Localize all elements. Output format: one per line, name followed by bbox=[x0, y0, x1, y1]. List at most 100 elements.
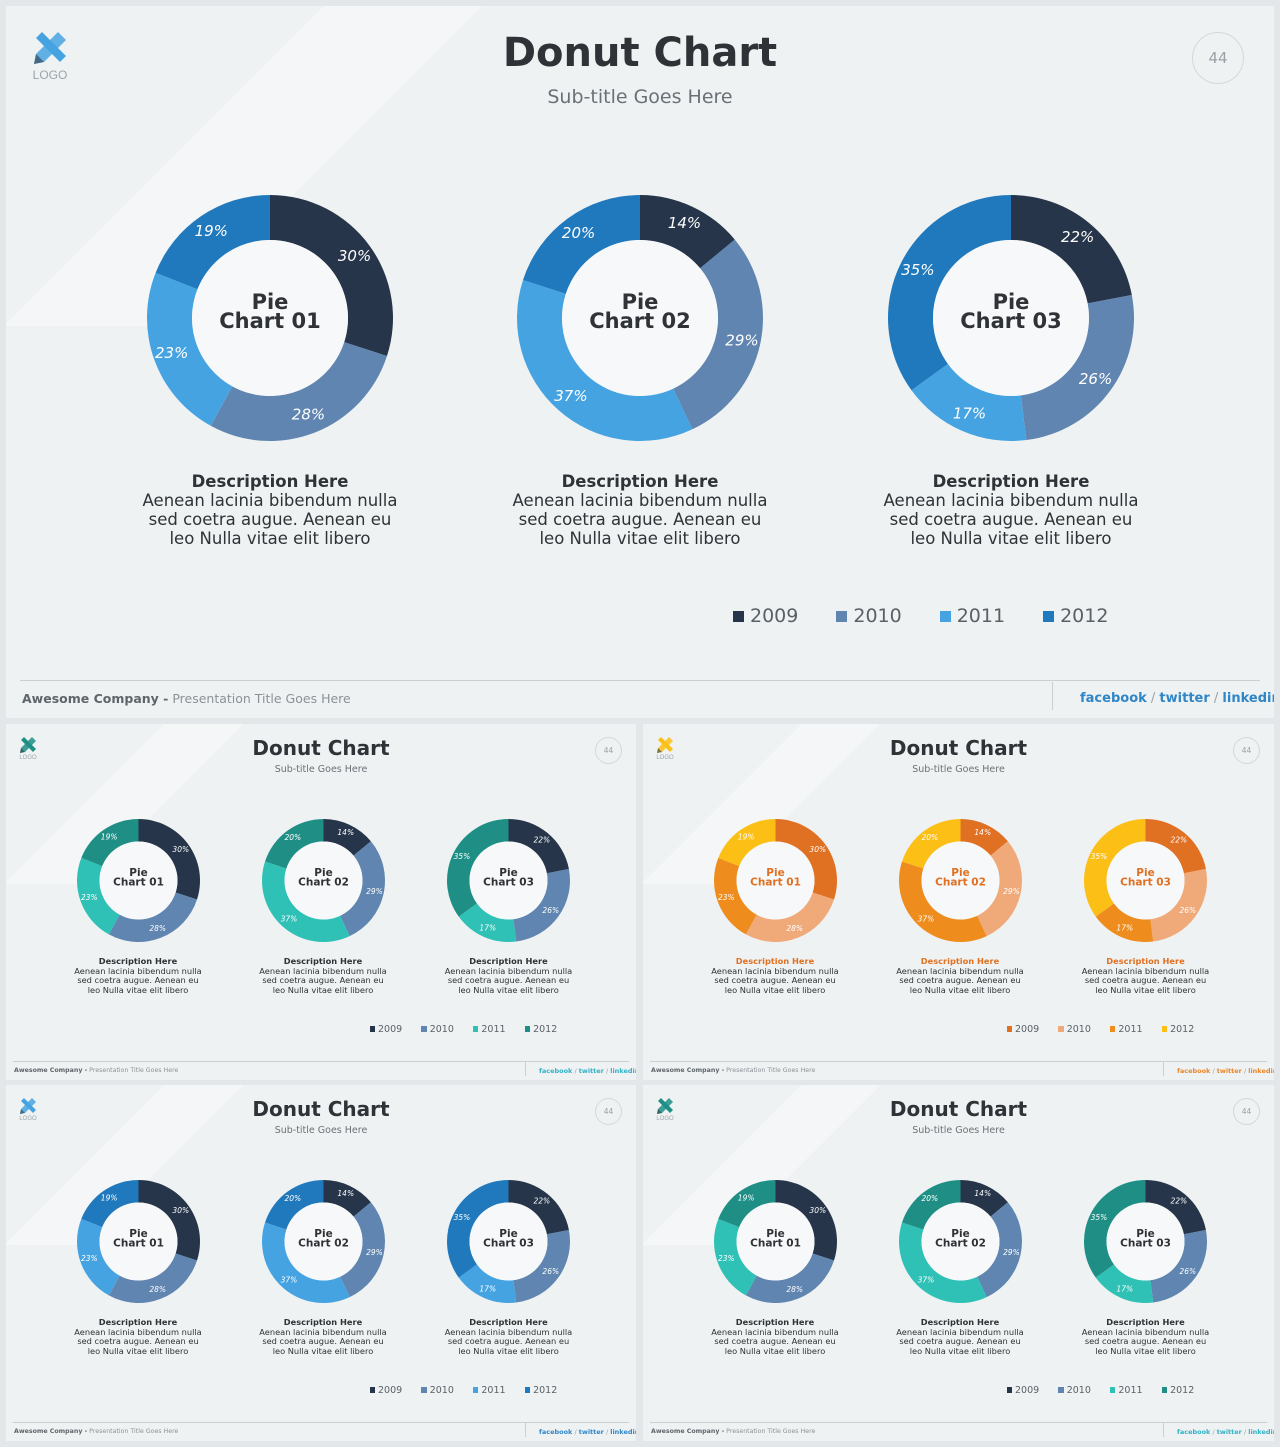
slice-value-label: 26% bbox=[1079, 370, 1112, 388]
slide-br: LOGO Donut Chart Sub-title Goes Here 44 30% 2… bbox=[643, 1085, 1274, 1441]
legend-label: 2009 bbox=[1015, 1023, 1040, 1035]
social-link-linkedin[interactable]: linkedin bbox=[610, 1066, 636, 1075]
donut-slice-2009 bbox=[1011, 195, 1132, 304]
social-link-facebook[interactable]: facebook bbox=[1080, 691, 1147, 706]
slice-value-label: 22% bbox=[1170, 1196, 1187, 1205]
social-link-twitter[interactable]: twitter bbox=[1216, 1427, 1242, 1436]
social-link-facebook[interactable]: facebook bbox=[539, 1427, 573, 1436]
description-title: Description Here bbox=[191, 472, 349, 491]
donut-slice-2012 bbox=[80, 1179, 138, 1227]
legend-label: 2009 bbox=[378, 1384, 403, 1396]
footer-company-text: Awesome Company - Presentation Title Goe… bbox=[14, 1067, 178, 1074]
legend-swatch bbox=[1006, 1026, 1012, 1032]
social-link-facebook[interactable]: facebook bbox=[1177, 1066, 1211, 1075]
slice-value-label: 14% bbox=[337, 828, 354, 837]
donut-center-label: Chart 02 bbox=[589, 309, 690, 333]
description-block: Description Here Aenean lacinia bibendum … bbox=[140, 472, 400, 548]
footer-company: Awesome Company - bbox=[14, 1427, 88, 1435]
donut-slice-2012 bbox=[155, 195, 270, 290]
description-block: Description Here Aenean lacinia bibendum … bbox=[258, 1317, 388, 1356]
slice-value-label: 20% bbox=[921, 1194, 938, 1203]
description-text: sed coetra augue. Aenean eu bbox=[518, 510, 762, 529]
donut-hole bbox=[736, 841, 814, 919]
donut-slice-2010 bbox=[1150, 868, 1207, 942]
legend-swatch bbox=[472, 1026, 479, 1032]
slice-value-label: 37% bbox=[280, 914, 297, 923]
slice-value-label: 35% bbox=[454, 851, 471, 860]
footer-divider bbox=[13, 1422, 629, 1423]
legend-swatch bbox=[836, 610, 848, 622]
footer-separator bbox=[1052, 682, 1053, 710]
legend-swatch bbox=[524, 1387, 531, 1393]
donut-slice-2011 bbox=[458, 902, 517, 942]
donut-slice-2009 bbox=[270, 195, 393, 357]
social-link-linkedin[interactable]: linkedin bbox=[610, 1427, 636, 1436]
donut-slice-2011 bbox=[898, 1221, 987, 1303]
legend-swatch bbox=[1109, 1387, 1116, 1393]
donut-slice-2010 bbox=[513, 1229, 570, 1303]
social-link-facebook[interactable]: facebook bbox=[539, 1066, 573, 1075]
social-link-linkedin[interactable]: linkedin bbox=[1248, 1066, 1274, 1075]
donut-center-label: Pie bbox=[129, 1228, 147, 1240]
description-block: Description Here Aenean lacinia bibendum … bbox=[444, 956, 574, 995]
description-text: sed coetra augue. Aenean eu bbox=[1084, 1336, 1207, 1346]
social-separator: / bbox=[1210, 1427, 1217, 1436]
social-link-twitter[interactable]: twitter bbox=[578, 1427, 604, 1436]
footer-company: Awesome Company - bbox=[14, 1066, 88, 1074]
donut-center-label: Pie bbox=[622, 290, 659, 314]
social-link-twitter[interactable]: twitter bbox=[1216, 1066, 1242, 1075]
description-text: leo Nulla vitae elit libero bbox=[169, 529, 371, 548]
slice-value-label: 19% bbox=[100, 1193, 117, 1202]
legend-swatch bbox=[369, 1387, 375, 1393]
donut-slice-2009 bbox=[960, 1179, 1008, 1217]
page-number-badge: 44 bbox=[1192, 32, 1244, 84]
page-title: Donut Chart bbox=[889, 1097, 1028, 1121]
slice-value-label: 20% bbox=[562, 224, 595, 242]
donut-hole bbox=[469, 841, 548, 919]
description-text: Aenean lacinia bibendum nulla bbox=[512, 491, 768, 510]
social-link-facebook[interactable]: facebook bbox=[1177, 1427, 1211, 1436]
slice-value-label: 26% bbox=[542, 906, 559, 915]
social-link-twitter[interactable]: twitter bbox=[1159, 691, 1210, 706]
slice-value-label: 22% bbox=[533, 1196, 550, 1205]
footer-presentation-title: Presentation Title Goes Here bbox=[87, 1066, 179, 1074]
legend-label: 2010 bbox=[1066, 1023, 1091, 1035]
logo-mark-icon bbox=[20, 1098, 36, 1114]
social-link-linkedin[interactable]: linkedin bbox=[1248, 1427, 1274, 1436]
legend-item-2011: 2011 bbox=[1109, 1385, 1143, 1396]
donut-center-label: Chart 01 bbox=[113, 876, 164, 888]
social-link-linkedin[interactable]: linkedin bbox=[1222, 691, 1274, 706]
page-number-badge: 44 bbox=[1233, 737, 1260, 764]
description-title: Description Here bbox=[1106, 1317, 1185, 1327]
description-title: Description Here bbox=[98, 1317, 178, 1327]
legend-swatch bbox=[1109, 1026, 1116, 1032]
donut-hole bbox=[99, 1202, 177, 1280]
donut-center-label: Pie bbox=[766, 1228, 784, 1240]
social-link-twitter[interactable]: twitter bbox=[578, 1066, 604, 1075]
description-block: Description Here Aenean lacinia bibendum … bbox=[710, 1317, 840, 1356]
slice-value-label: 23% bbox=[81, 893, 98, 902]
legend-label: 2012 bbox=[533, 1023, 558, 1035]
description-text: sed coetra augue. Aenean eu bbox=[262, 1336, 384, 1346]
slice-value-label: 28% bbox=[149, 924, 166, 933]
slice-value-label: 20% bbox=[284, 833, 301, 842]
donut-slice-2012 bbox=[447, 818, 509, 917]
slice-value-label: 14% bbox=[337, 1189, 354, 1198]
donut-slice-2010 bbox=[976, 840, 1022, 936]
legend-label: 2011 bbox=[481, 1384, 506, 1396]
legend-item-2012: 2012 bbox=[524, 1385, 557, 1396]
footer-company-text: Awesome Company - Presentation Title Goe… bbox=[22, 691, 351, 706]
social-links: facebook / twitter / linkedin bbox=[539, 1428, 636, 1436]
chart-legend: 2009 2010 2011 2012 bbox=[733, 605, 1146, 627]
logo: LOGO bbox=[655, 735, 675, 761]
page-number-badge: 44 bbox=[595, 1098, 622, 1125]
description-block: Description Here Aenean lacinia bibendum … bbox=[510, 472, 770, 548]
description-text: Aenean lacinia bibendum nulla bbox=[74, 1326, 202, 1337]
slice-value-label: 17% bbox=[953, 404, 986, 422]
donut-slice-2012 bbox=[888, 195, 1011, 391]
donut-center-label: Chart 02 bbox=[298, 1237, 349, 1249]
